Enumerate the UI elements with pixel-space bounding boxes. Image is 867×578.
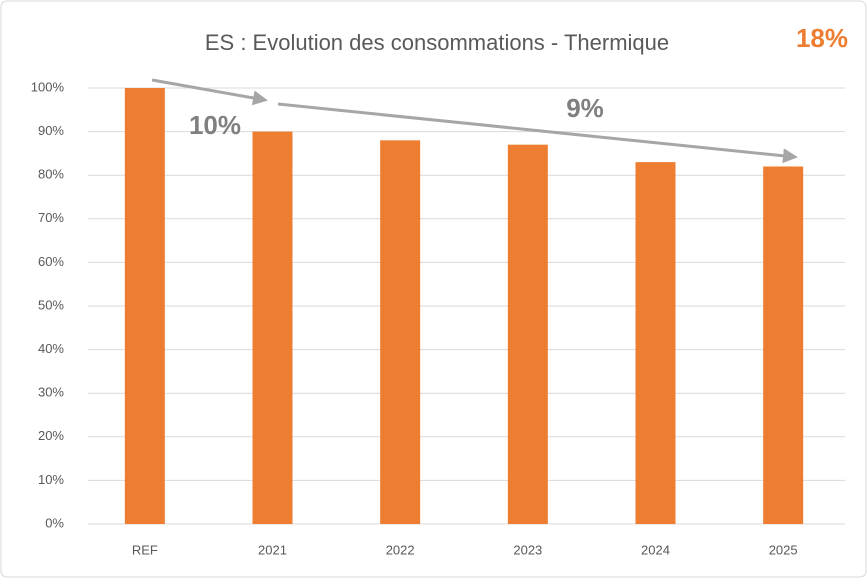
y-tick-label: 20% xyxy=(38,428,64,443)
annotation: 10% xyxy=(189,110,241,140)
bar xyxy=(380,140,421,524)
bar xyxy=(635,162,676,524)
x-tick-label: 2022 xyxy=(386,542,415,557)
annotation: 9% xyxy=(566,93,604,123)
bar xyxy=(124,88,165,524)
arrow xyxy=(277,102,798,164)
x-tick-label: REF xyxy=(132,542,158,557)
y-tick-label: 70% xyxy=(38,210,64,225)
bar xyxy=(252,131,293,524)
annotation: 18% xyxy=(796,23,848,53)
y-tick-label: 90% xyxy=(38,123,64,138)
y-tick-label: 80% xyxy=(38,167,64,182)
y-tick-label: 30% xyxy=(38,385,64,400)
bar xyxy=(507,144,548,524)
y-tick-label: 50% xyxy=(38,297,64,312)
y-tick-label: 100% xyxy=(31,79,65,94)
y-tick-label: 10% xyxy=(38,472,64,487)
bar xyxy=(763,166,804,525)
plot-area: 0% 10% 20% 30% 40% 50% 60% 70% 80% 90% 100% REF 2021… xyxy=(31,79,845,557)
y-tick-label: 60% xyxy=(38,254,64,269)
arrow xyxy=(151,78,268,106)
y-tick-label: 0% xyxy=(45,515,64,530)
x-tick-label: 2021 xyxy=(258,542,287,557)
x-tick-label: 2024 xyxy=(641,542,670,557)
x-tick-label: 2023 xyxy=(513,542,542,557)
chart-title: ES : Evolution des consommations - Therm… xyxy=(205,30,669,55)
y-tick-label: 40% xyxy=(38,341,64,356)
x-tick-label: 2025 xyxy=(769,542,798,557)
